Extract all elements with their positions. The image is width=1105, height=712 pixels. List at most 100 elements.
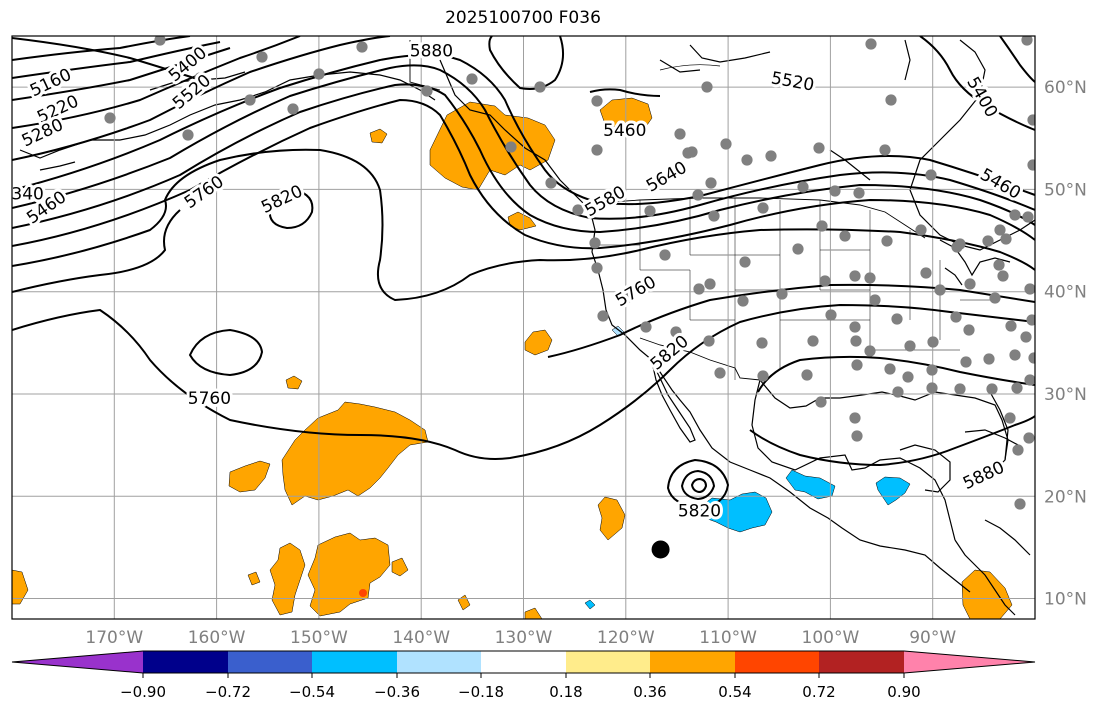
station-dot xyxy=(589,237,601,249)
station-dot xyxy=(591,144,603,156)
station-dot xyxy=(869,294,881,306)
station-dot xyxy=(1026,314,1035,326)
station-dot xyxy=(954,383,966,395)
station-dot xyxy=(792,243,804,255)
station-dot xyxy=(670,326,682,338)
station-dot xyxy=(839,230,851,242)
coastline-segment xyxy=(829,149,871,181)
station-dot xyxy=(466,73,478,85)
contour-label: 5820 xyxy=(258,181,306,217)
station-dot xyxy=(104,112,116,124)
orange-anomaly-area xyxy=(228,460,271,493)
colorbar-segment xyxy=(312,651,397,673)
colorbar-tick-label: −0.54 xyxy=(289,683,335,701)
height-contour-line xyxy=(999,36,1035,83)
station-dot xyxy=(879,144,891,156)
station-dot xyxy=(829,185,841,197)
station-dot xyxy=(993,259,1005,271)
station-dot xyxy=(1023,432,1035,444)
height-contour-line xyxy=(919,36,1035,131)
station-dot xyxy=(997,270,1009,282)
station-dot xyxy=(902,371,914,383)
height-contour-line xyxy=(268,188,314,230)
station-dot xyxy=(865,38,877,50)
station-dot xyxy=(1027,114,1035,126)
latitude-tick-label: 40°N xyxy=(1044,283,1087,303)
station-dot xyxy=(1005,320,1017,332)
state-border xyxy=(640,269,691,320)
station-dot xyxy=(244,94,256,106)
contour-label: 5760 xyxy=(188,389,231,409)
contour-label: 5460 xyxy=(603,121,646,141)
orange-anomaly-area xyxy=(285,375,303,390)
orange-anomaly-area xyxy=(391,557,409,577)
station-dot xyxy=(737,295,749,307)
station-dot xyxy=(819,275,831,287)
orange-anomaly-area xyxy=(597,496,626,541)
station-dot xyxy=(849,270,861,282)
station-dot xyxy=(704,278,716,290)
coastline-segment xyxy=(899,444,951,493)
station-dot xyxy=(849,321,861,333)
state-border xyxy=(689,198,735,256)
colorbar-segment xyxy=(397,651,481,673)
station-dot xyxy=(915,224,927,236)
latitude-tick-label: 10°N xyxy=(1044,590,1087,610)
station-dot xyxy=(1009,349,1021,361)
station-dot xyxy=(505,141,517,153)
station-dot xyxy=(313,68,325,80)
station-dot xyxy=(720,138,732,150)
station-dot xyxy=(825,309,837,321)
orange-anomaly-area xyxy=(281,401,429,506)
station-dot xyxy=(926,364,938,376)
station-dot xyxy=(934,284,946,296)
station-dot xyxy=(256,51,268,63)
coastline-segment xyxy=(651,361,696,443)
colorbar: −0.90 −0.72 −0.54 −0.36 −0.18 0.18 0.36 0.54 0.7… xyxy=(11,650,1036,701)
contour-label: 5880 xyxy=(410,41,453,61)
latitude-tick-label: 30°N xyxy=(1044,385,1087,405)
height-contour-line xyxy=(666,458,730,510)
coastline-segment xyxy=(984,519,1031,556)
coastline-segment xyxy=(954,539,1016,616)
colorbar-segment xyxy=(735,651,819,673)
coastline-segment xyxy=(759,379,1009,471)
colorbar-segment xyxy=(650,651,735,673)
height-contour-line xyxy=(12,98,1035,250)
station-dot xyxy=(885,94,897,106)
longitude-tick-label: 120°W xyxy=(597,628,655,648)
contour-label: 5400 xyxy=(962,74,1001,121)
orange-anomaly-area xyxy=(524,329,553,356)
station-dot xyxy=(925,169,937,181)
station-dot xyxy=(741,154,753,166)
station-dot xyxy=(1027,159,1035,171)
height-contour-line xyxy=(12,83,1035,234)
station-dot xyxy=(994,224,1006,236)
station-dot xyxy=(597,310,609,322)
station-dot xyxy=(765,150,777,162)
height-contour-line xyxy=(690,477,708,494)
orange-anomaly-area xyxy=(429,101,556,191)
station-dot xyxy=(964,278,976,290)
station-dot xyxy=(813,142,825,154)
colorbar-tick-label: 0.36 xyxy=(633,683,666,701)
station-dot xyxy=(1020,331,1032,343)
station-dot xyxy=(950,311,962,323)
station-dot xyxy=(545,177,557,189)
map-title: 2025100700 F036 xyxy=(445,8,601,28)
colorbar-segment xyxy=(904,651,1035,673)
station-dot xyxy=(983,353,995,365)
station-dot xyxy=(853,187,865,199)
latitude-tick-label: 50°N xyxy=(1044,180,1087,200)
storm-center-dot xyxy=(651,540,670,559)
station-dot xyxy=(1014,498,1026,510)
colorbar-tick-label: −0.72 xyxy=(205,683,251,701)
height-contours xyxy=(12,36,1035,510)
station-dot xyxy=(1024,374,1035,386)
height-contour-line xyxy=(12,47,231,101)
colorbar-segment xyxy=(12,651,143,673)
station-dot xyxy=(801,369,813,381)
colorbar-tick-label: 0.18 xyxy=(549,683,582,701)
height-contour-line xyxy=(188,328,264,377)
red-anomaly-spot xyxy=(359,589,367,597)
